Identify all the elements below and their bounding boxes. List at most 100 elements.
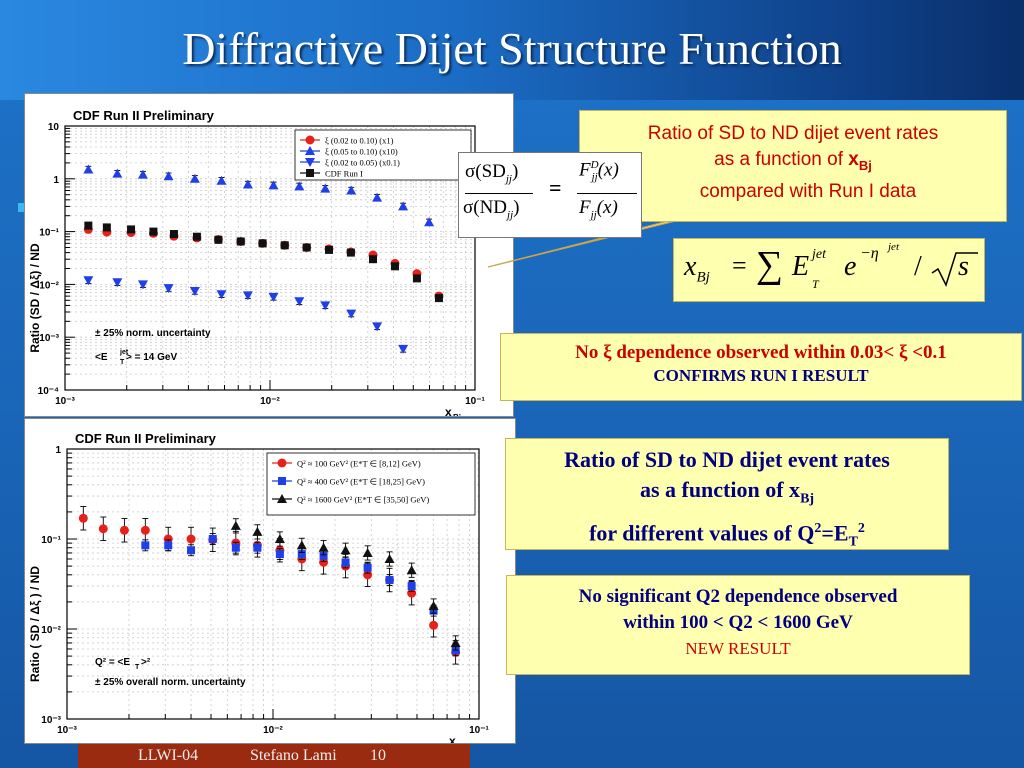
y-tick-label: 1 [53,175,59,186]
ratio-intro-box: Ratio of SD to ND dijet event rates as a… [579,110,1007,222]
legend-label: ξ (0.05 to 0.10) (x10) [325,147,398,157]
data-point [407,582,416,591]
data-point [119,525,129,535]
chart-title: CDF Run II Preliminary [73,108,215,123]
data-point [318,542,329,552]
data-point [258,239,267,248]
data-point [242,291,253,301]
ratio-intro-line1: Ratio of SD to ND dijet event rates [647,123,939,144]
data-point [242,179,253,189]
data-point [363,563,372,572]
data-point [406,565,417,575]
data-point [137,280,148,290]
legend-marker [306,169,314,177]
legend-label: Q² ≈ 100 GeV² (E*T ∈ [8,12] GeV) [297,459,421,469]
data-point [83,164,94,174]
x-axis-label-sub: Bj [453,413,461,416]
legend-marker [278,477,286,485]
data-point [164,541,173,550]
data-point [252,526,263,536]
formula-ratio-box: σ(SDjj) σ(NDjj) = FDjj(x) Fjj(x) [458,152,642,238]
data-point [112,168,123,178]
data-point [346,185,357,195]
footer-bar: LLWI-04 Stefano Lami 10 [78,744,470,768]
y-axis-label: Ratio (SD / Δξ) / ND [28,243,42,353]
data-point [189,173,200,183]
data-point [294,181,305,191]
data-point [268,292,279,302]
annotation: > = 14 GeV [126,352,177,363]
data-point [98,524,108,534]
x-axis-label: x [449,734,456,743]
data-point [372,322,383,332]
data-point [296,540,307,550]
x-tick-label: 10⁻² [260,396,280,407]
annotation: >² [141,657,151,668]
data-point [102,223,111,232]
data-point [78,513,88,523]
ratio-q2-box: Ratio of SD to ND dijet event rates as a… [505,438,949,550]
data-point [163,284,174,294]
x-tick-label: 10⁻¹ [469,725,489,736]
data-point [384,553,395,563]
y-tick-label: 10⁻¹ [41,535,61,546]
legend-label: Q² ≈ 1600 GeV² (E*T ∈ [35,50] GeV) [297,495,429,505]
y-tick-label: 10⁻³ [41,715,61,726]
legend-marker [305,158,315,167]
legend-label: ξ (0.02 to 0.10) (x1) [325,136,394,146]
data-point [253,543,262,552]
data-point [434,294,443,303]
y-tick-label: 10 [48,122,60,133]
data-point [341,558,350,567]
slide-title: Diffractive Dijet Structure Function [182,23,842,74]
annotation: <E [95,352,108,363]
data-point [84,221,93,230]
x-tick-label: 10⁻² [263,725,283,736]
ratio-intro-line2: as a function of xBj [714,149,872,173]
data-point [398,201,409,211]
data-point [169,230,178,239]
data-point [429,620,439,630]
legend-label: Q² ≈ 400 GeV² (E*T ∈ [18,25] GeV) [297,477,425,487]
data-point [385,576,394,585]
bullet-square [18,203,27,212]
data-point [412,274,421,283]
data-point [137,169,148,179]
plot-frame [64,125,476,391]
data-point [163,534,173,544]
footer-page: 10 [370,747,386,764]
data-point [275,550,284,559]
data-point [398,344,409,354]
data-point [362,547,373,557]
annotation: Q² = <E [95,657,130,668]
data-point [407,588,417,598]
annotation: ± 25% norm. uncertainty [95,328,211,339]
data-point [236,237,245,246]
data-point [424,217,435,227]
x-tick-label: 10⁻³ [57,725,77,736]
legend-marker [305,135,315,145]
formula-xbj-box: xBj = ∑ E jet T e −η jet / s [673,238,985,302]
legend-box [266,452,476,516]
legend-marker [305,146,315,155]
data-point [112,278,123,288]
y-tick-label: 1 [55,445,61,456]
y-tick-label: 10⁻² [39,280,59,291]
data-point [127,225,136,234]
x-axis-label-sub: Bj [457,742,465,743]
annotation: ± 25% overall norm. uncertainty [95,677,246,688]
data-point [216,290,227,300]
plot-frame [66,448,480,720]
data-point [324,245,333,254]
data-point [230,520,241,530]
data-point [320,183,331,193]
y-tick-label: 10⁻² [41,625,61,636]
data-point [363,570,373,580]
legend-box [294,129,472,181]
data-point [186,534,196,544]
data-point [297,550,306,559]
data-point [390,262,399,271]
y-axis-label: Ratio ( SD / Δξ ) / ND [28,566,42,682]
data-point [163,171,174,181]
data-point [149,227,158,236]
